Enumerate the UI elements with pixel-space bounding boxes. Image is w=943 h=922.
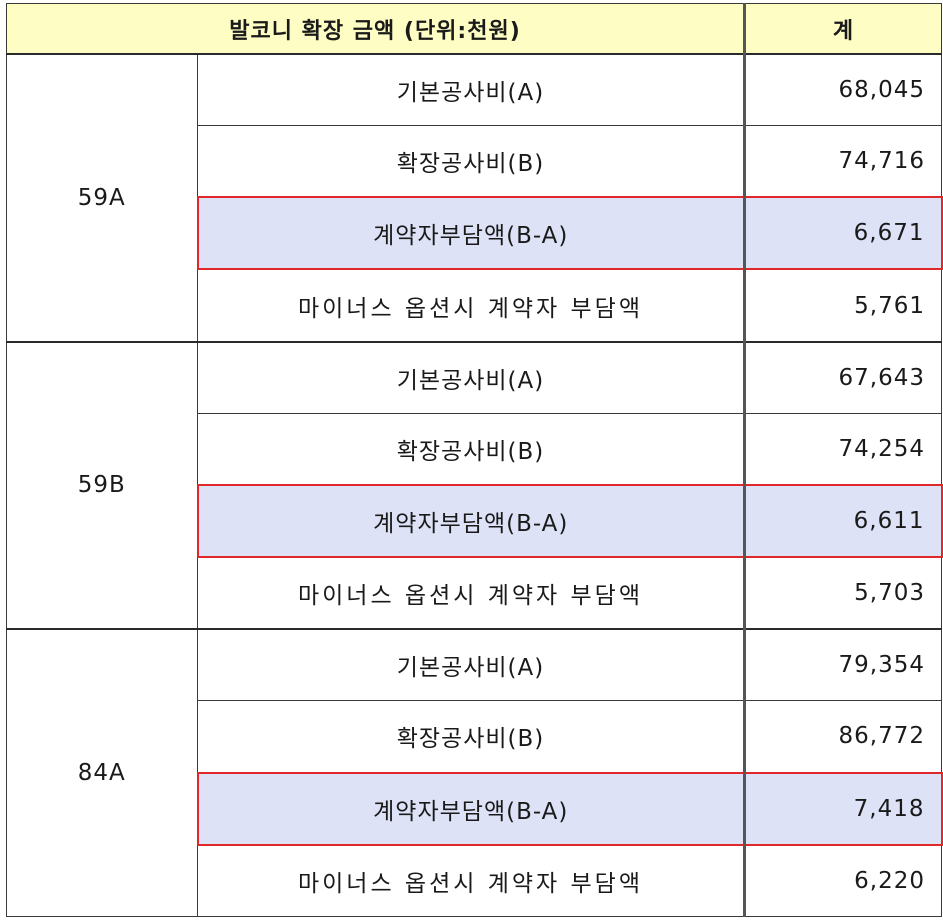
unit-type-cell: 59B (6, 340, 198, 630)
cost-value-cell: 74,254 (743, 412, 942, 486)
table-row: 계약자부담액(B-A) 7,418 (7, 771, 943, 846)
cost-label-cell: 마이너스 옵션시 계약자 부담액 (197, 556, 745, 630)
table-row: 계약자부담액(B-A) 6,611 (7, 483, 943, 559)
cost-value-cell: 7,418 (743, 771, 943, 846)
table-row: 마이너스 옵션시 계약자 부담액 6,220 (7, 844, 942, 917)
cost-label-cell: 기본공사비(A) (197, 53, 745, 127)
cost-value-cell: 6,220 (743, 844, 942, 917)
cost-value-cell: 79,354 (743, 628, 942, 702)
cost-value-cell: 5,761 (743, 268, 942, 343)
cost-label-cell: 계약자부담액(B-A) (196, 771, 745, 846)
cost-value-cell: 5,703 (743, 556, 942, 630)
header-total: 계 (743, 3, 942, 55)
table-row: 59B 기본공사비(A) 67,643 (6, 340, 942, 630)
cost-value-cell: 86,772 (743, 700, 942, 774)
header-title: 발코니 확장 금액 (단위:천원) (6, 3, 745, 55)
cost-label-cell: 기본공사비(A) (197, 340, 745, 414)
table-row: 84A 기본공사비(A) 79,354 (6, 628, 942, 918)
cost-label-cell: 마이너스 옵션시 계약자 부담액 (197, 844, 745, 917)
cost-value-cell: 6,611 (743, 483, 943, 559)
cost-label-cell: 확장공사비(B) (197, 700, 745, 774)
cost-label-cell: 계약자부담액(B-A) (196, 483, 745, 559)
unit-type-cell: 84A (6, 628, 198, 918)
cost-value-cell: 67,643 (743, 340, 942, 414)
balcony-expansion-table: 발코니 확장 금액 (단위:천원) 계 59A 기본공사비(A) 68,045 확장공… (6, 3, 943, 918)
table-row: 마이너스 옵션시 계약자 부담액 5,703 (7, 556, 942, 630)
table-row: 59A 기본공사비(A) 68,045 (6, 53, 942, 343)
table-row: 확장공사비(B) 86,772 (7, 700, 942, 774)
table-header-row: 발코니 확장 금액 (단위:천원) 계 (6, 3, 942, 55)
cost-value-cell: 68,045 (743, 53, 942, 127)
cost-label-cell: 확장공사비(B) (197, 412, 745, 486)
cost-label-cell: 기본공사비(A) (197, 628, 745, 702)
table-row: 계약자부담액(B-A) 6,671 (7, 196, 943, 271)
balcony-expansion-table-wrapper: 발코니 확장 금액 (단위:천원) 계 59A 기본공사비(A) 68,045 확장공… (6, 3, 943, 918)
cost-label-cell: 확장공사비(B) (197, 125, 745, 198)
cost-label-cell: 마이너스 옵션시 계약자 부담액 (197, 268, 745, 343)
cost-value-cell: 74,716 (743, 125, 942, 198)
cost-label-cell: 계약자부담액(B-A) (196, 196, 745, 271)
table-row: 확장공사비(B) 74,254 (7, 412, 942, 486)
table-row: 확장공사비(B) 74,716 (7, 125, 942, 198)
table-body: 59A 기본공사비(A) 68,045 확장공사비(B) 74,716 계약자부담액(B-… (6, 53, 943, 918)
unit-type-cell: 59A (6, 53, 198, 343)
cost-value-cell: 6,671 (743, 196, 943, 271)
table-row: 마이너스 옵션시 계약자 부담액 5,761 (7, 268, 942, 343)
